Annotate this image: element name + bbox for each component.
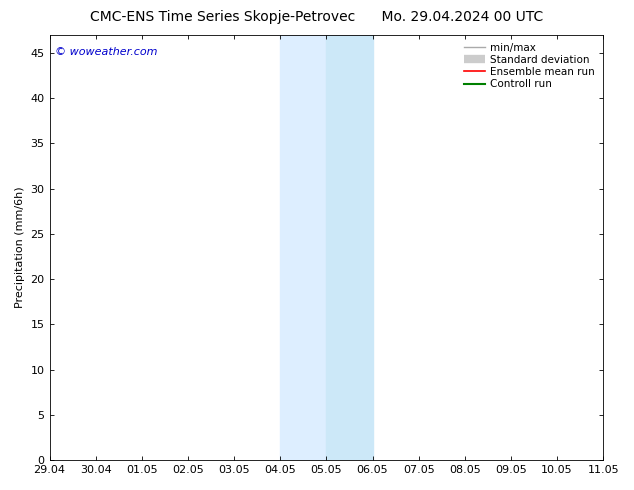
Y-axis label: Precipitation (mm/6h): Precipitation (mm/6h) — [15, 187, 25, 308]
Text: © woweather.com: © woweather.com — [55, 48, 158, 57]
Bar — [280, 35, 327, 460]
Legend: min/max, Standard deviation, Ensemble mean run, Controll run: min/max, Standard deviation, Ensemble me… — [461, 40, 598, 92]
Text: CMC-ENS Time Series Skopje-Petrovec      Mo. 29.04.2024 00 UTC: CMC-ENS Time Series Skopje-Petrovec Mo. … — [91, 10, 543, 24]
Bar — [327, 35, 373, 460]
